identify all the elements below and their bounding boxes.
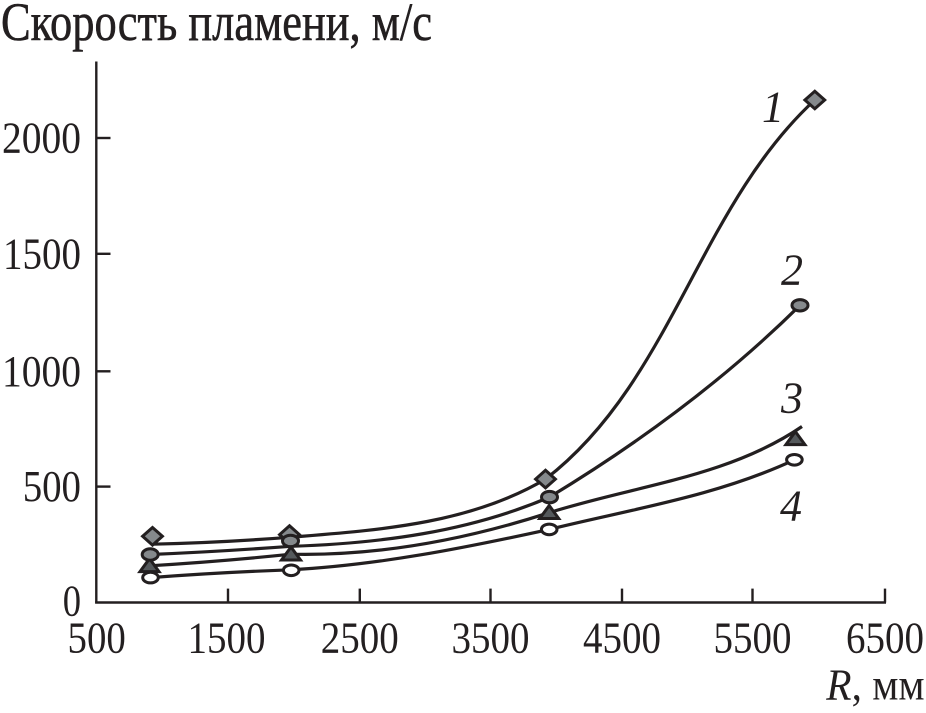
svg-text:2000: 2000 — [2, 113, 81, 162]
svg-text:3: 3 — [780, 374, 803, 423]
svg-text:2500: 2500 — [321, 614, 399, 663]
svg-text:6500: 6500 — [846, 614, 924, 663]
svg-text:3500: 3500 — [452, 614, 530, 663]
svg-text:1: 1 — [762, 83, 784, 132]
svg-text:1500: 1500 — [3, 229, 81, 278]
svg-text:500: 500 — [68, 614, 126, 663]
svg-text:R, мм: R, мм — [825, 661, 924, 710]
svg-text:0: 0 — [63, 576, 81, 625]
svg-text:1500: 1500 — [188, 614, 266, 663]
svg-text:2: 2 — [781, 246, 803, 295]
svg-text:Скорость пламени, м/с: Скорость пламени, м/с — [1, 0, 432, 52]
svg-text:1000: 1000 — [2, 347, 81, 396]
svg-text:4500: 4500 — [583, 614, 661, 663]
svg-text:5500: 5500 — [714, 614, 792, 663]
svg-text:4: 4 — [780, 482, 802, 531]
svg-text:500: 500 — [23, 462, 81, 511]
